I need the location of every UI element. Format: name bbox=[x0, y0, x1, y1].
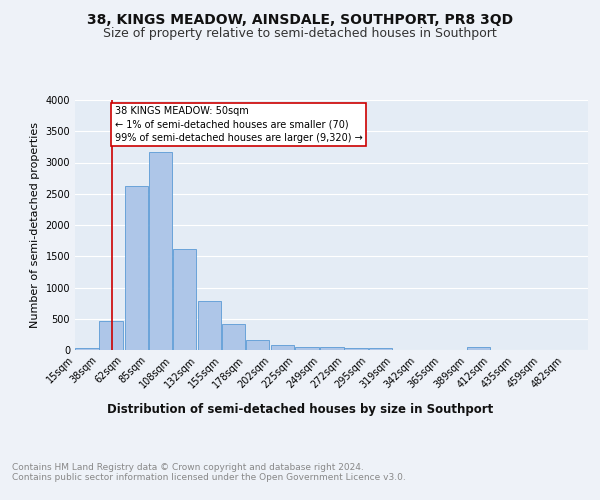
Bar bbox=[149, 152, 172, 350]
Bar bbox=[125, 186, 148, 350]
Bar bbox=[467, 346, 490, 350]
Bar bbox=[344, 348, 368, 350]
Bar bbox=[76, 348, 98, 350]
Text: Contains HM Land Registry data © Crown copyright and database right 2024.
Contai: Contains HM Land Registry data © Crown c… bbox=[12, 462, 406, 482]
Y-axis label: Number of semi-detached properties: Number of semi-detached properties bbox=[30, 122, 40, 328]
Bar bbox=[198, 300, 221, 350]
Bar bbox=[271, 346, 295, 350]
Text: 38 KINGS MEADOW: 50sqm
← 1% of semi-detached houses are smaller (70)
99% of semi: 38 KINGS MEADOW: 50sqm ← 1% of semi-deta… bbox=[115, 106, 362, 142]
Bar bbox=[222, 324, 245, 350]
Bar bbox=[246, 340, 269, 350]
Text: 38, KINGS MEADOW, AINSDALE, SOUTHPORT, PR8 3QD: 38, KINGS MEADOW, AINSDALE, SOUTHPORT, P… bbox=[87, 12, 513, 26]
Bar bbox=[320, 347, 344, 350]
Bar bbox=[295, 346, 319, 350]
Text: Distribution of semi-detached houses by size in Southport: Distribution of semi-detached houses by … bbox=[107, 402, 493, 415]
Text: Size of property relative to semi-detached houses in Southport: Size of property relative to semi-detach… bbox=[103, 28, 497, 40]
Bar bbox=[368, 348, 392, 350]
Bar bbox=[100, 322, 123, 350]
Bar bbox=[173, 248, 196, 350]
